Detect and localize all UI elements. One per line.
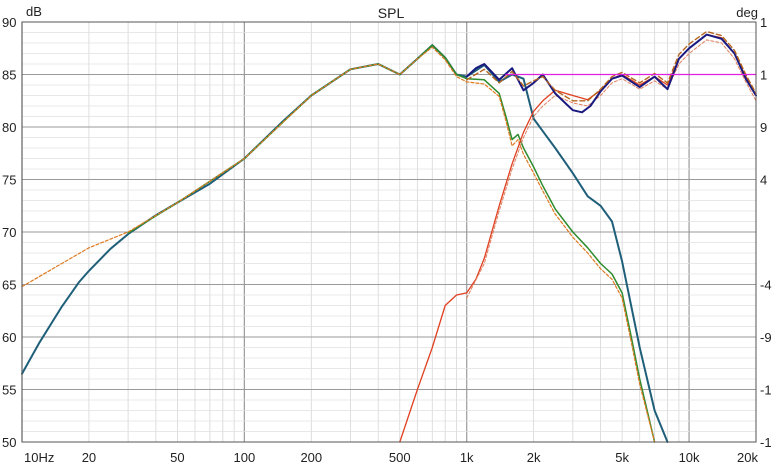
y-axis-unit: dB: [26, 4, 42, 19]
x-tick-label: 50: [170, 450, 184, 465]
x-tick-label: 200: [300, 450, 322, 465]
grid-lines: [21, 21, 757, 443]
y2-tick-label: 1: [760, 15, 767, 30]
x-tick-label: 5k: [615, 450, 629, 465]
x-tick-label: 500: [389, 450, 411, 465]
y2-tick-label: 9: [760, 120, 767, 135]
series-line-3: [21, 46, 656, 443]
x-tick-label: 2k: [527, 450, 541, 465]
axis-labels: 10Hz 20 50 100 200 500 1k 2k 5k 10k 20k 50 55 60 65 70 7…: [2, 15, 772, 465]
y-tick-label: 65: [2, 278, 16, 293]
y2-axis-unit: deg: [736, 5, 758, 20]
y2-tick-label: -1: [760, 435, 772, 450]
x-tick-label: 10k: [679, 450, 700, 465]
y-tick-label: 70: [2, 225, 16, 240]
y2-tick-label: -1: [760, 383, 772, 398]
chart-title: SPL: [378, 5, 405, 21]
y-tick-label: 90: [2, 15, 16, 30]
y-tick-label: 60: [2, 330, 16, 345]
y2-tick-label: -4: [760, 278, 772, 293]
y2-tick-label: 1: [760, 68, 767, 83]
x-tick-label: 20: [82, 450, 96, 465]
plot-frame: [21, 21, 757, 443]
y-tick-label: 55: [2, 383, 16, 398]
y-tick-label: 75: [2, 173, 16, 188]
y2-tick-label: 4: [760, 173, 767, 188]
y-tick-label: 50: [2, 435, 16, 450]
x-tick-label: 10Hz: [24, 450, 54, 465]
series-lines: [21, 30, 757, 443]
x-tick-label: 20k: [737, 450, 758, 465]
x-tick-label: 100: [234, 450, 256, 465]
y-tick-label: 85: [2, 68, 16, 83]
y-tick-label: 80: [2, 120, 16, 135]
series-line-5: [466, 39, 757, 299]
x-tick-label: 1k: [460, 450, 474, 465]
y2-tick-label: -9: [760, 330, 772, 345]
series-line-7: [466, 30, 757, 102]
series-line-6: [465, 33, 757, 114]
